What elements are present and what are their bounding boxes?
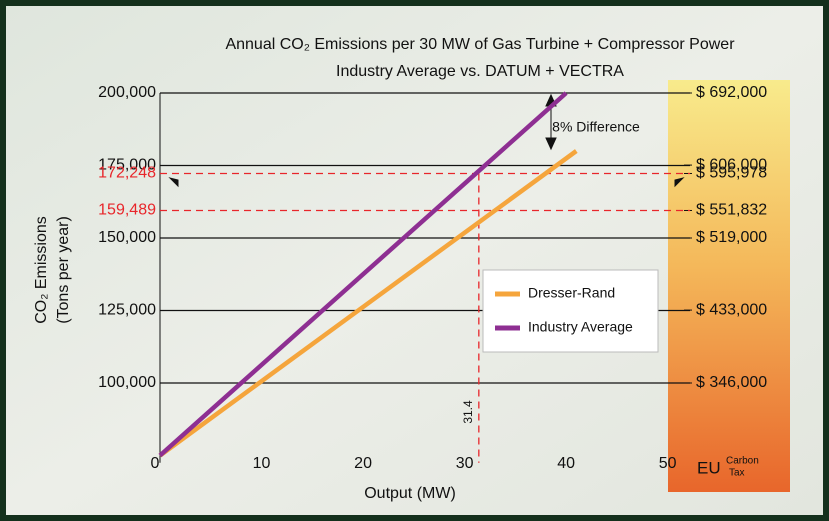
y2-axis-label: EU	[697, 458, 721, 477]
y-tick-label: 150,000	[98, 229, 156, 246]
x-tick-label: 50	[659, 455, 677, 472]
x-tick-label: 40	[557, 455, 575, 472]
tax-column	[668, 80, 790, 492]
y-axis-label: (Tons per year)	[55, 216, 72, 324]
legend-box	[482, 269, 659, 353]
x-tick-label: 10	[253, 455, 271, 472]
y2-tick-label: $ 692,000	[696, 84, 767, 101]
x-axis-label: Output (MW)	[364, 485, 456, 502]
chart-subtitle: Industry Average vs. DATUM + VECTRA	[336, 63, 624, 80]
reference-label: 159,489	[98, 202, 156, 219]
x-tick-label: 30	[456, 455, 474, 472]
y2-tick-label: $ 519,000	[696, 229, 767, 246]
y2-tick-label: $ 433,000	[696, 301, 767, 318]
chart-title: Annual CO₂ Emissions per 30 MW of Gas Tu…	[225, 36, 735, 53]
y2-tick-label: $ 551,832	[696, 202, 767, 219]
reference-label: 172,248	[98, 165, 156, 182]
legend-label: Industry Average	[528, 319, 633, 335]
y2-tick-label: $ 606,000	[696, 156, 767, 173]
y2-tick-label: $ 346,000	[696, 374, 767, 391]
y-tick-label: 125,000	[98, 302, 156, 319]
legend-label: Dresser-Rand	[528, 285, 615, 301]
y-axis-label: CO₂ Emissions	[33, 216, 50, 324]
x-tick-label: 0	[151, 455, 160, 472]
series-line	[158, 91, 568, 458]
y2-axis-label: Tax	[729, 468, 745, 479]
reference-label: 31.4	[461, 400, 475, 424]
annotation: 8% Difference	[552, 119, 640, 135]
x-tick-label: 20	[354, 455, 372, 472]
y-tick-label: 100,000	[98, 374, 156, 391]
y2-axis-label: Carbon	[726, 456, 759, 467]
y-tick-label: 200,000	[98, 84, 156, 101]
series-line	[158, 149, 578, 458]
y-tick-label: 175,000	[98, 157, 156, 174]
y2-tick-label: $ 595,978	[696, 165, 767, 182]
